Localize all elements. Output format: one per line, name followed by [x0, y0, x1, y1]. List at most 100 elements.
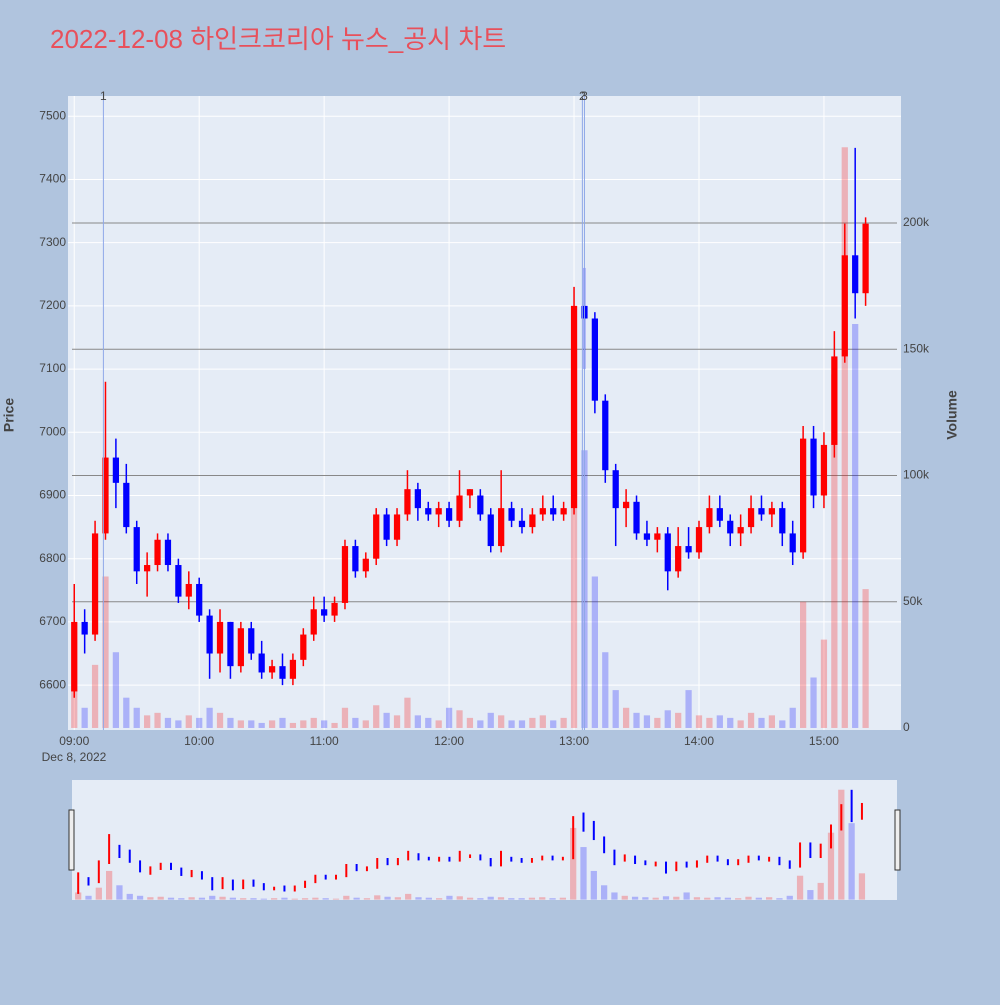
volume-bar [425, 717, 432, 728]
candle-body [706, 508, 713, 528]
volume-bar [820, 639, 828, 728]
x-tick-label: 11:00 [310, 734, 339, 748]
slider-volume-bar [642, 897, 649, 900]
slider-volume-bar [436, 898, 443, 900]
candle-body [164, 539, 172, 566]
slider-volume-bar [631, 896, 639, 900]
slider-handle[interactable] [894, 809, 901, 871]
slider-volume-bar [693, 897, 701, 900]
slider-volume-bar [229, 897, 236, 900]
volume-bar [248, 720, 255, 728]
candle-body [747, 508, 755, 528]
slider-volume-bar [126, 893, 133, 900]
slider-volume-bar [291, 898, 298, 900]
candle-body [466, 489, 474, 496]
candle-body [268, 666, 276, 673]
candle-body [737, 527, 744, 534]
volume-bar [404, 697, 411, 728]
candle-body [727, 520, 734, 534]
candle-body [498, 508, 505, 547]
news-marker-label: 3 [581, 89, 588, 103]
slider-volume-bar [539, 897, 546, 900]
candle-body [279, 666, 286, 679]
volume-bar [268, 720, 276, 728]
slider-volume-bar [157, 896, 164, 900]
volume-bar [414, 715, 421, 728]
candle-body [654, 533, 661, 540]
x-tick-label: 09:00 [59, 734, 89, 748]
volume-bar [477, 720, 484, 728]
y2-axis-title: Volume [944, 390, 960, 440]
news-marker-label: 1 [100, 89, 107, 103]
slider-volume-bar [601, 885, 608, 900]
candle-body [362, 558, 369, 572]
candle-body [206, 615, 213, 654]
candle-body [425, 508, 432, 515]
y-tick-label: 7200 [39, 298, 66, 312]
volume-bar [852, 323, 859, 728]
volume-bar [352, 717, 359, 728]
volume-bar [81, 707, 88, 728]
volume-bar [643, 715, 651, 728]
candle-body [289, 659, 297, 679]
slider-volume-bar [755, 897, 762, 900]
slider-volume-bar [766, 897, 773, 900]
y-tick-label: 6600 [39, 677, 66, 691]
candle-body [404, 489, 411, 515]
x-tick-label: 13:00 [559, 734, 589, 748]
volume-bar [675, 712, 682, 728]
volume-bar [664, 710, 671, 728]
candle-body [196, 583, 203, 616]
candle-body [227, 621, 234, 667]
volume-bar [310, 717, 317, 728]
slider-volume-bar [776, 898, 783, 900]
y-axis-title: Price [1, 398, 17, 432]
volume-bar [185, 715, 192, 728]
candle-body [373, 514, 380, 559]
candle-body [716, 508, 723, 521]
candle-body [185, 583, 192, 597]
candle-body [643, 533, 651, 540]
slider-volume-bar [353, 897, 360, 900]
volume-bar [685, 690, 692, 728]
volume-bar [716, 715, 723, 728]
slider-volume-bar [188, 897, 195, 900]
volume-bar [133, 707, 140, 728]
volume-bar [831, 374, 838, 728]
candle-body [664, 533, 671, 572]
volume-bar [518, 720, 526, 728]
x-tick-label: 12:00 [434, 734, 464, 748]
slider-volume-bar [281, 897, 288, 900]
volume-bar [196, 717, 203, 728]
slider-volume-bar [796, 875, 804, 900]
y-tick-label: 7000 [39, 424, 66, 438]
slider-volume-bar [508, 898, 515, 900]
slider-volume-bar [466, 897, 474, 900]
volume-bar [498, 715, 505, 728]
volume-bar [383, 712, 390, 728]
candle-body [300, 634, 307, 660]
range-slider[interactable] [72, 780, 897, 900]
candle-body [352, 546, 359, 572]
candle-body [71, 621, 78, 692]
candle-body [852, 255, 859, 294]
candle-body [258, 653, 265, 673]
candle-body [175, 565, 182, 597]
y2-tick-label: 150k [903, 341, 930, 355]
candle-body [445, 508, 453, 521]
slider-volume-bar [724, 897, 731, 900]
volume-bar [123, 697, 130, 728]
volume-bar [341, 707, 349, 728]
candle-body [560, 508, 567, 515]
slider-volume-bar [198, 897, 206, 900]
slider-handle[interactable] [68, 809, 75, 871]
volume-bar [456, 710, 463, 728]
candle-body [477, 495, 484, 515]
candle-body [154, 539, 161, 566]
volume-bar [279, 717, 286, 728]
volume-bar [71, 690, 78, 728]
volume-bar [654, 717, 661, 728]
slider-volume-bar [786, 895, 793, 900]
candle-body [81, 621, 88, 635]
slider-volume-bar [147, 897, 154, 900]
